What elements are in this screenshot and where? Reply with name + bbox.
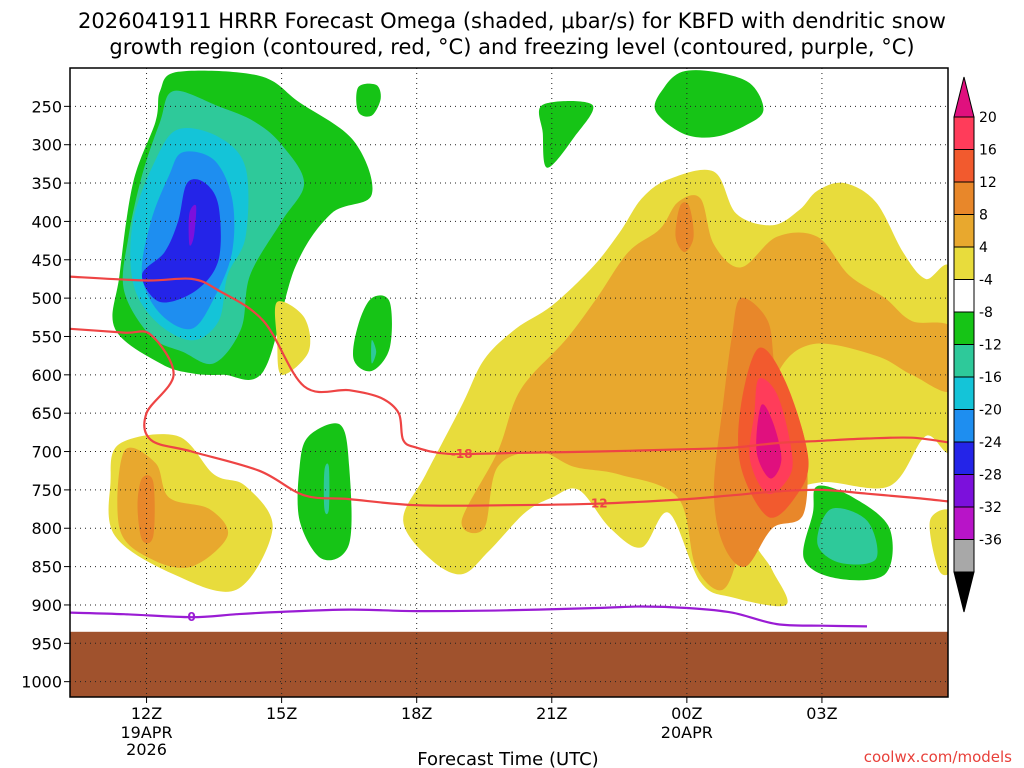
contour-dgz-lower-12C [70, 327, 948, 507]
x-tick-label: 18Z [401, 704, 432, 723]
y-tick-label: 450 [31, 251, 62, 270]
y-tick-label: 900 [31, 596, 62, 615]
omega-region-7 [538, 101, 594, 168]
colorbar-tick-label: -4 [979, 273, 993, 289]
colorbar-segment [953, 214, 975, 248]
colorbar-bottom-arrow [953, 571, 975, 613]
chart-title-line1: 2026041911 HRRR Forecast Omega (shaded, … [78, 9, 946, 33]
omega-region-4 [141, 179, 221, 303]
omega-region-8 [654, 70, 764, 138]
omega-region-25 [756, 404, 782, 479]
omega-region-26 [929, 509, 948, 576]
colorbar-tick-label: 8 [979, 208, 988, 224]
y-tick-label: 400 [31, 212, 62, 231]
colorbar-tick-label: -28 [979, 468, 1002, 484]
omega-region-20 [461, 195, 948, 591]
colorbar-tick-label: -12 [979, 338, 1002, 354]
omega-region-5 [188, 204, 197, 246]
y-tick-label: 300 [31, 136, 62, 155]
colorbar-segment [953, 116, 975, 150]
x-tick-label: 00Z [671, 704, 702, 723]
colorbar-segment [953, 181, 975, 215]
colorbar-segment [953, 279, 975, 313]
colorbar-segment [953, 311, 975, 345]
y-tick-label: 650 [31, 404, 62, 423]
x-axis-label: Forecast Time (UTC) [417, 749, 598, 768]
contour-label-freezing-level-0C: 0 [187, 610, 195, 624]
x-tick-label: 21Z [536, 704, 567, 723]
x-tick-year: 2026 [126, 740, 167, 759]
colorbar-tick-label: -20 [979, 403, 1002, 419]
omega-region-12 [323, 463, 330, 515]
y-tick-label: 950 [31, 634, 62, 653]
y-tick-label: 600 [31, 366, 62, 385]
contour-dgz-upper-18C [70, 275, 948, 456]
colorbar-tick-label: 12 [979, 175, 997, 191]
colorbar-segment [953, 246, 975, 280]
chart-title-line2: growth region (contoured, red, °C) and f… [109, 35, 914, 59]
y-tick-label: 500 [31, 289, 62, 308]
colorbar-tick-label: -24 [979, 435, 1002, 451]
x-tick-date: 19APR [121, 723, 173, 742]
contour-label-dgz-lower-12C: -12 [586, 497, 608, 511]
y-tick-label: 550 [31, 327, 62, 346]
colorbar-tick-label: -8 [979, 305, 993, 321]
x-tick-label: 15Z [266, 704, 297, 723]
colorbar-tick-label: 20 [979, 110, 997, 126]
colorbar-tick-label: -36 [979, 533, 1002, 549]
colorbar: 20 16 12 8 4 -4 -8 -12 -16 -20 -24 -28 -32 -36 [953, 76, 1002, 613]
plot-frame [69, 67, 949, 698]
terrain-ground [70, 631, 948, 697]
omega-region-10 [371, 340, 377, 364]
x-tick-label: 03Z [806, 704, 837, 723]
colorbar-top-arrow [953, 76, 975, 118]
x-tick-date: 20APR [661, 723, 713, 742]
omega-region-17 [137, 475, 155, 544]
colorbar-segment [953, 441, 975, 475]
colorbar-segment [953, 539, 975, 573]
colorbar-tick-label: -16 [979, 370, 1002, 386]
colorbar-segment [953, 344, 975, 378]
colorbar-segment [953, 376, 975, 410]
plot-area: -18 -12 0 [70, 68, 948, 697]
y-tick-label: 250 [31, 97, 62, 116]
colorbar-tick-label: 16 [979, 143, 997, 159]
colorbar-tick-label: -32 [979, 500, 1002, 516]
contour-freezing-level-0C [70, 605, 868, 628]
omega-region-14 [817, 508, 878, 565]
omega-region-6 [356, 83, 381, 117]
y-tick-label: 1000 [21, 673, 62, 692]
axes: 250 300 350 400 450 500 550 600 650 700 750 800 850 9… [21, 67, 949, 759]
y-tick-label: 850 [31, 558, 62, 577]
colorbar-segment [953, 409, 975, 443]
contour-label-dgz-upper-18C: -18 [451, 447, 473, 461]
omega-region-22 [675, 202, 694, 253]
credit-text: coolwx.com/models [864, 748, 1012, 766]
colorbar-segment [953, 506, 975, 540]
colorbar-segment [953, 474, 975, 508]
y-tick-label: 350 [31, 174, 62, 193]
colorbar-segment [953, 149, 975, 183]
x-tick-label: 12Z [131, 704, 162, 723]
y-tick-label: 700 [31, 443, 62, 462]
y-tick-label: 750 [31, 481, 62, 500]
colorbar-tick-label: 4 [979, 240, 988, 256]
omega-region-9 [352, 295, 392, 372]
y-tick-label: 800 [31, 519, 62, 538]
